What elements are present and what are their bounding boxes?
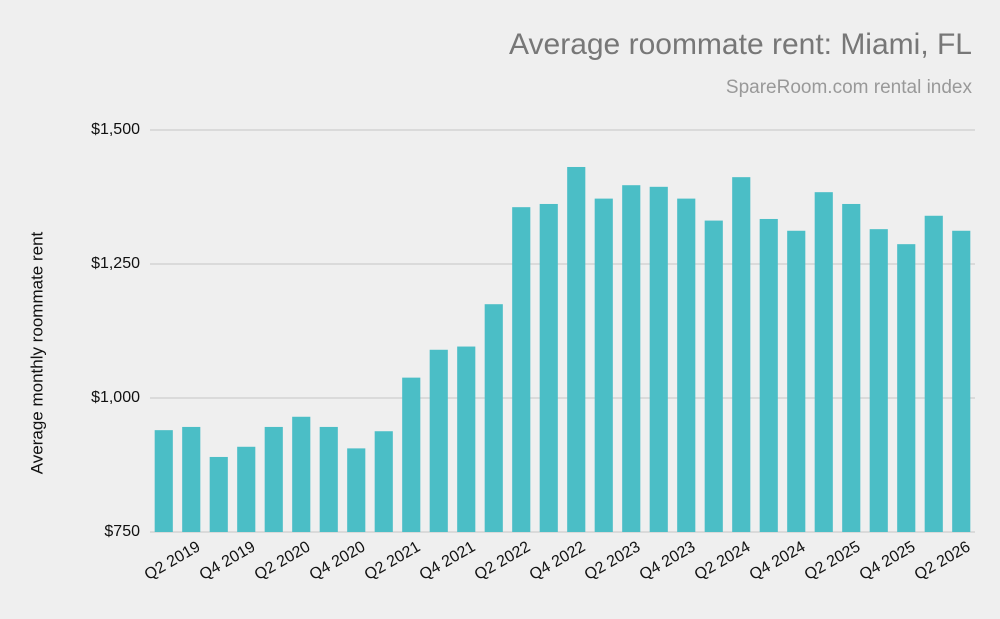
bar [237,446,256,532]
bar [952,230,971,532]
bar [292,416,311,532]
chart-subtitle: SpareRoom.com rental index [726,77,973,98]
bar [182,426,201,532]
x-tick-label: Q4 2020 [307,538,369,583]
x-tick-label: Q4 2025 [857,538,919,583]
bar [787,230,806,532]
bar [732,177,751,532]
x-tick-label: Q2 2023 [582,538,644,583]
bar [209,456,228,532]
bar [154,430,173,532]
y-axis-label: Average monthly roommate rent [27,231,46,474]
x-tick-label: Q2 2022 [472,538,534,583]
x-tick-label: Q2 2020 [252,538,314,583]
x-tick-label: Q2 2025 [802,538,864,583]
bar [704,220,723,533]
y-tick-label: $750 [104,523,140,540]
x-tick-label: Q2 2026 [912,538,974,583]
x-tick-label: Q2 2024 [692,538,754,583]
bar [924,215,943,532]
bar [567,166,586,532]
x-tick-label: Q4 2019 [197,538,259,583]
bar [649,186,668,533]
y-tick-label: $1,500 [91,121,140,138]
bar [869,229,888,532]
bar [594,198,613,532]
bar [677,198,696,532]
bar [814,192,833,532]
x-tick-label: Q2 2021 [362,538,424,583]
bar [622,185,641,532]
x-tick-label: Q4 2021 [417,538,479,583]
bar [842,203,861,532]
bar [429,349,448,532]
y-tick-label: $1,000 [91,389,140,406]
bar [374,431,393,532]
bar [512,207,531,532]
bar [402,377,421,532]
y-tick-label: $1,250 [91,255,140,272]
bar [319,426,338,532]
bar [897,244,916,532]
bar [539,203,558,532]
bar [457,346,476,532]
x-tick-label: Q4 2022 [527,538,589,583]
x-tick-label: Q4 2023 [637,538,699,583]
x-tick-label: Q4 2024 [747,538,809,583]
chart-title: Average roommate rent: Miami, FL [509,28,972,61]
bar [264,426,283,532]
bar [347,448,366,532]
x-tick-label: Q2 2019 [142,538,204,583]
bar [484,304,503,532]
bar [759,218,778,532]
